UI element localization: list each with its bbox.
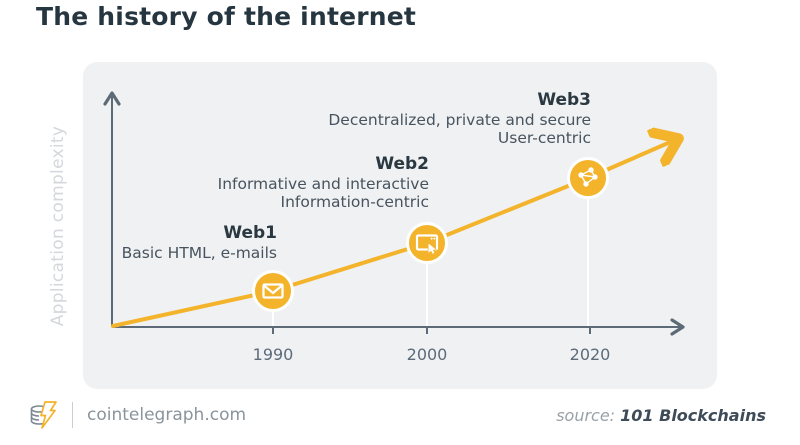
web2-node bbox=[406, 222, 448, 264]
x-tick-1990: 1990 bbox=[252, 345, 294, 364]
footer-source: source: 101 Blockchains bbox=[556, 406, 766, 425]
x-tick-2000: 2000 bbox=[406, 345, 448, 364]
envelope-icon bbox=[262, 283, 284, 299]
milestone-web2-desc-line2: Information-centric bbox=[280, 193, 429, 211]
milestone-web3-desc-line2: User-centric bbox=[497, 129, 591, 147]
browser-cursor-icon bbox=[415, 234, 439, 255]
page-title: The history of the internet bbox=[36, 2, 417, 31]
milestone-web3-title: Web3 bbox=[537, 90, 591, 110]
web1-node bbox=[252, 270, 294, 312]
milestone-web1-desc: Basic HTML, e-mails bbox=[121, 244, 277, 262]
footer: cointelegraph.com source: 101 Blockchain… bbox=[0, 393, 800, 445]
milestone-web3-desc-line1: Decentralized, private and secure bbox=[328, 111, 591, 129]
line-chart-plot bbox=[103, 91, 685, 336]
milestone-web1-title: Web1 bbox=[223, 223, 277, 243]
x-axis-ticks bbox=[272, 327, 591, 334]
milestone-web1: Web1 Basic HTML, e-mails bbox=[122, 224, 277, 262]
milestone-web2-desc-line1: Informative and interactive bbox=[217, 175, 429, 193]
footer-divider bbox=[72, 402, 73, 428]
footer-site-text: cointelegraph.com bbox=[87, 405, 247, 425]
chart-area: Application complexity bbox=[48, 62, 717, 389]
web3-node bbox=[567, 157, 609, 199]
y-axis-label: Application complexity bbox=[48, 125, 68, 326]
milestone-web2-title: Web2 bbox=[375, 154, 429, 174]
milestone-web2: Web2 Informative and interactive Informa… bbox=[218, 155, 429, 211]
source-name: 101 Blockchains bbox=[620, 405, 766, 425]
chart-panel bbox=[83, 62, 717, 389]
network-nodes-icon bbox=[578, 167, 598, 187]
milestone-web3: Web3 Decentralized, private and secure U… bbox=[328, 91, 591, 147]
source-label: source: bbox=[556, 405, 616, 425]
cointelegraph-logo-icon bbox=[30, 401, 57, 429]
x-tick-2020: 2020 bbox=[569, 345, 611, 364]
milestone-connector-lines bbox=[272, 199, 589, 326]
